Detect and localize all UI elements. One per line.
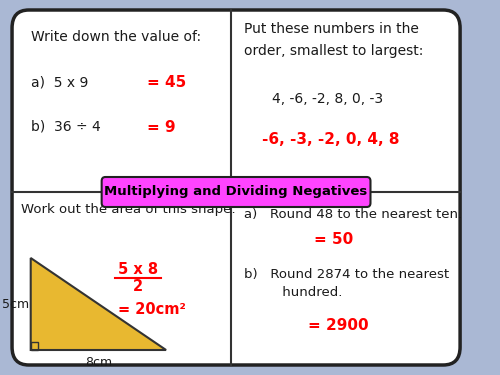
Bar (30, 342, 38, 350)
Text: Work out the area of this shape:: Work out the area of this shape: (22, 203, 236, 216)
Text: 5 x 8: 5 x 8 (118, 262, 158, 277)
FancyBboxPatch shape (102, 177, 370, 207)
Text: = 20cm²: = 20cm² (118, 302, 186, 317)
Text: a)   Round 48 to the nearest ten.: a) Round 48 to the nearest ten. (244, 208, 462, 221)
Text: 4, -6, -2, 8, 0, -3: 4, -6, -2, 8, 0, -3 (272, 92, 382, 106)
Text: -6, -3, -2, 0, 4, 8: -6, -3, -2, 0, 4, 8 (262, 132, 400, 147)
Text: 5cm: 5cm (2, 297, 29, 310)
Text: b)  36 ÷ 4: b) 36 ÷ 4 (30, 120, 100, 134)
FancyBboxPatch shape (12, 10, 460, 365)
Text: 8cm: 8cm (86, 356, 112, 369)
Text: hundred.: hundred. (244, 286, 342, 299)
Text: = 9: = 9 (148, 120, 176, 135)
Text: 2: 2 (133, 279, 143, 294)
Text: = 45: = 45 (148, 75, 186, 90)
Text: Write down the value of:: Write down the value of: (30, 30, 201, 44)
Text: order, smallest to largest:: order, smallest to largest: (244, 44, 423, 58)
Text: Multiplying and Dividing Negatives: Multiplying and Dividing Negatives (104, 186, 368, 198)
Polygon shape (30, 258, 166, 350)
Text: = 50: = 50 (314, 232, 354, 247)
Text: a)  5 x 9: a) 5 x 9 (30, 75, 88, 89)
Text: = 2900: = 2900 (308, 318, 369, 333)
Text: Put these numbers in the: Put these numbers in the (244, 22, 418, 36)
Text: b)   Round 2874 to the nearest: b) Round 2874 to the nearest (244, 268, 448, 281)
